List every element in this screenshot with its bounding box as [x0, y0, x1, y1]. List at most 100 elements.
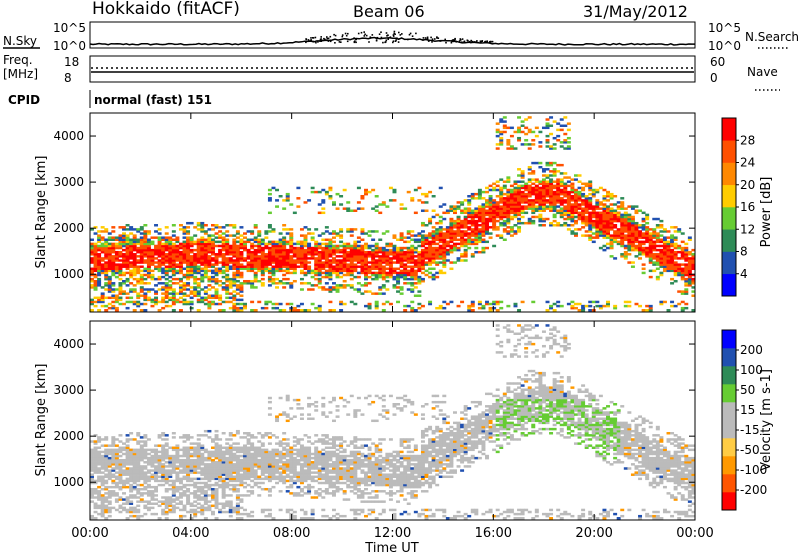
- heatmap-cell: [200, 263, 205, 266]
- heatmap-cell: [97, 475, 102, 479]
- heatmap-cell: [367, 275, 372, 279]
- heatmap-cell: [207, 250, 212, 254]
- heatmap-cell: [132, 273, 137, 277]
- heatmap-cell: [235, 286, 240, 289]
- heatmap-cell: [449, 207, 454, 210]
- heatmap-cell: [211, 496, 215, 499]
- heatmap-cell: [431, 267, 436, 271]
- heatmap-cell: [303, 201, 308, 204]
- heatmap-cell: [100, 236, 105, 239]
- heatmap-cell: [328, 265, 333, 268]
- heatmap-cell: [221, 261, 226, 264]
- heatmap-cell: [463, 199, 468, 202]
- heatmap-cell: [634, 255, 639, 258]
- heatmap-cell: [627, 224, 632, 227]
- heatmap-cell: [218, 226, 223, 229]
- heatmap-cell: [246, 269, 251, 273]
- heatmap-cell: [164, 473, 169, 476]
- heatmap-cell: [243, 304, 247, 308]
- heatmap-cell: [581, 234, 586, 237]
- heatmap-cell: [449, 267, 454, 271]
- heatmap-cell: [364, 263, 368, 266]
- heatmap-cell: [97, 494, 102, 497]
- heatmap-cell: [97, 265, 102, 268]
- heatmap-cell: [211, 296, 215, 300]
- heatmap-cell: [157, 263, 162, 266]
- heatmap-cell: [104, 492, 109, 495]
- heatmap-cell: [264, 242, 269, 246]
- heatmap-cell: [645, 246, 650, 250]
- heatmap-cell: [111, 273, 116, 277]
- heatmap-cell: [495, 147, 500, 150]
- heatmap-cell: [253, 248, 258, 252]
- heatmap-cell: [211, 242, 215, 246]
- heatmap-cell: [346, 242, 351, 246]
- heatmap-cell: [200, 496, 205, 499]
- heatmap-cell: [495, 209, 500, 212]
- heatmap-cell: [399, 261, 404, 264]
- heatmap-cell: [90, 248, 94, 252]
- heatmap-cell: [93, 288, 98, 291]
- heatmap-cell: [114, 508, 119, 512]
- heatmap-cell: [623, 217, 628, 221]
- heatmap-cell: [303, 248, 308, 252]
- heatmap-cell: [392, 248, 397, 252]
- heatmap-cell: [680, 232, 685, 235]
- heatmap-cell: [456, 248, 461, 252]
- heatmap-cell: [374, 209, 379, 212]
- heatmap-cell: [381, 273, 386, 277]
- heatmap-cell: [118, 504, 123, 508]
- heatmap-cell: [328, 232, 333, 235]
- heatmap-cell: [399, 273, 404, 277]
- heatmap-cell: [538, 215, 543, 219]
- heatmap-cell: [474, 224, 479, 227]
- heatmap-cell: [182, 508, 187, 512]
- heatmap-cell: [154, 292, 159, 295]
- cpid-value: normal (fast) 151: [94, 93, 212, 107]
- heatmap-cell: [595, 226, 600, 229]
- heatmap-cell: [114, 475, 119, 479]
- heatmap-cell: [143, 506, 148, 510]
- heatmap-cell: [175, 444, 180, 447]
- heatmap-cell: [456, 215, 461, 219]
- heatmap-cell: [164, 265, 169, 268]
- heatmap-cell: [332, 236, 336, 239]
- heatmap-cell: [534, 207, 539, 210]
- heatmap-cell: [182, 448, 187, 452]
- heatmap-cell: [574, 199, 578, 202]
- heatmap-cell: [314, 271, 319, 275]
- heatmap-cell: [552, 213, 557, 217]
- heatmap-cell: [90, 238, 94, 241]
- heatmap-cell: [193, 483, 198, 487]
- heatmap-cell: [652, 269, 657, 273]
- heatmap-cell: [154, 458, 159, 462]
- heatmap-cell: [285, 282, 290, 285]
- heatmap-cell: [559, 180, 564, 183]
- heatmap-cell: [630, 246, 635, 250]
- heatmap-cell: [161, 465, 166, 468]
- heatmap-cell: [107, 259, 112, 262]
- heatmap-cell: [556, 199, 561, 202]
- heatmap-cell: [627, 221, 632, 225]
- heatmap-cell: [691, 261, 696, 264]
- heatmap-cell: [132, 479, 137, 483]
- heatmap-cell: [420, 230, 425, 233]
- heatmap-cell: [118, 286, 123, 289]
- heatmap-cell: [477, 197, 482, 200]
- heatmap-cell: [670, 255, 675, 258]
- heatmap-cell: [225, 259, 230, 262]
- heatmap-cell: [307, 244, 312, 248]
- heatmap-cell: [595, 201, 600, 204]
- heatmap-cell: [463, 240, 468, 244]
- heatmap-cell: [531, 199, 536, 202]
- heatmap-cell: [335, 192, 340, 196]
- heatmap-cell: [453, 246, 457, 250]
- heatmap-cell: [581, 186, 586, 190]
- heatmap-cell: [584, 234, 589, 237]
- heatmap-cell: [97, 236, 102, 239]
- heatmap-cell: [139, 279, 144, 283]
- heatmap-cell: [460, 221, 465, 225]
- heatmap-cell: [570, 190, 575, 194]
- heatmap-cell: [207, 458, 212, 462]
- heatmap-cell: [150, 255, 155, 258]
